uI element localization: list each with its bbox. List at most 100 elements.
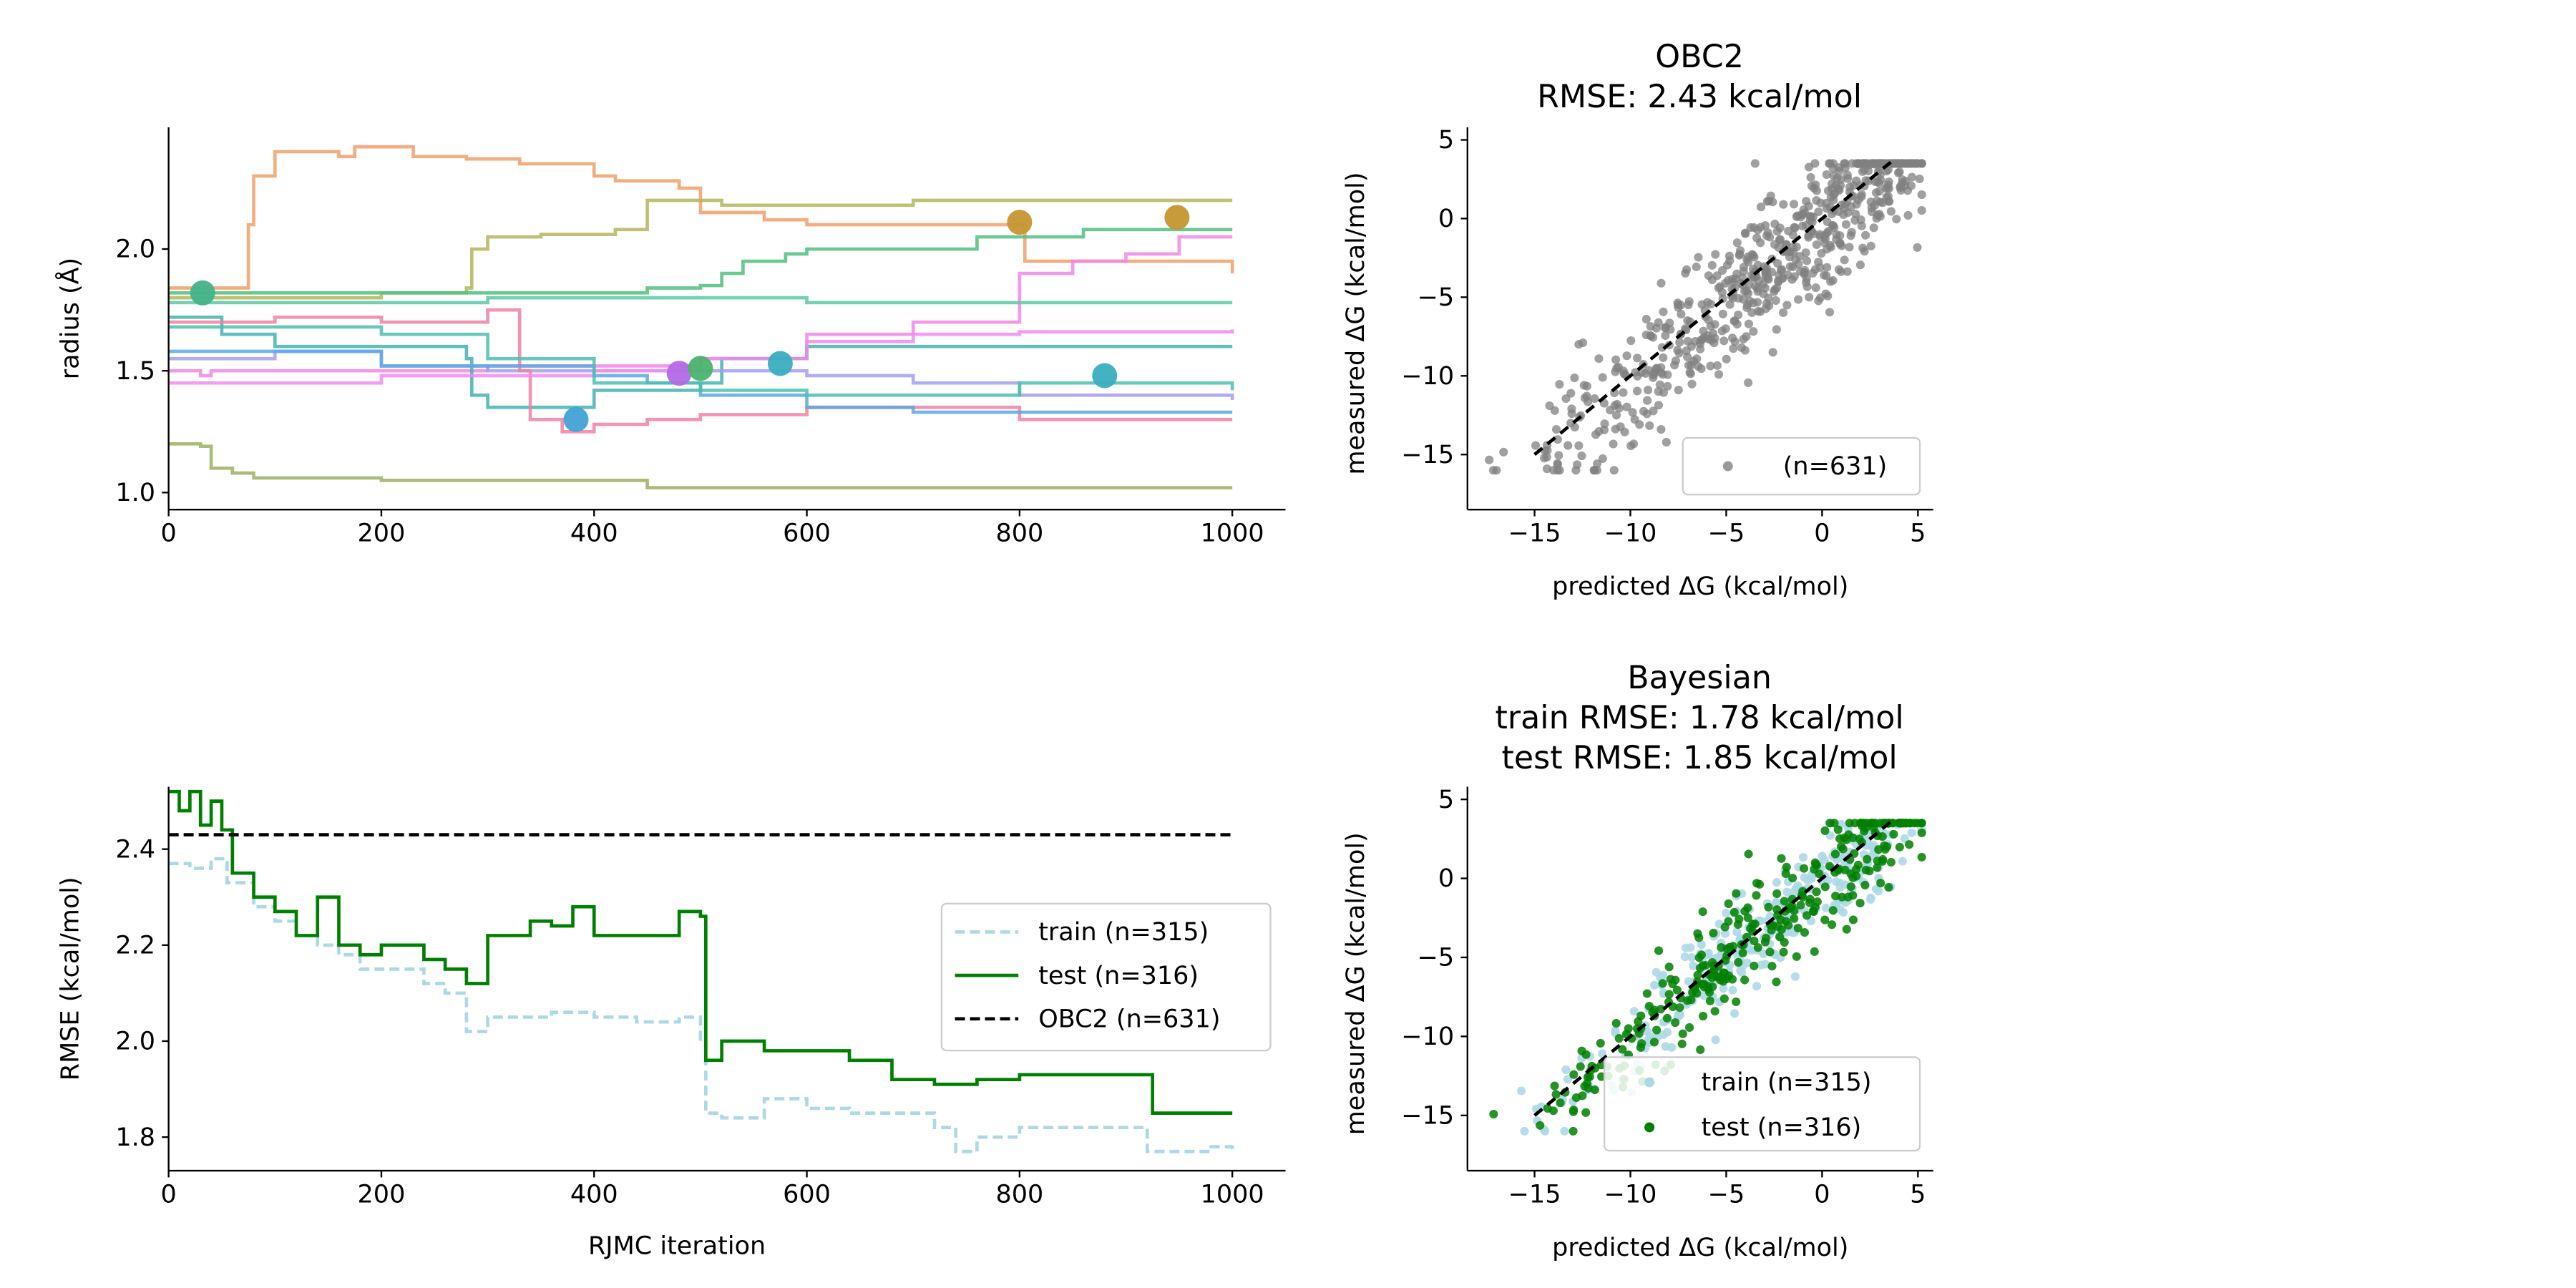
scatter-point: [1812, 240, 1821, 250]
x-tick-label: −15: [1508, 1180, 1561, 1209]
scatter-point: [1582, 381, 1591, 391]
scatter-point: [1551, 424, 1561, 434]
scatter-point: [1772, 227, 1782, 236]
scatter-point-test: [1732, 889, 1741, 898]
scatter-point: [1820, 270, 1829, 280]
scatter-point: [1732, 238, 1742, 248]
scatter-point-test: [1719, 994, 1729, 1003]
scatter-point: [1712, 361, 1722, 370]
scatter-point: [1811, 180, 1820, 190]
scatter-point: [1704, 334, 1713, 343]
y-tick-label: 5: [1438, 786, 1454, 814]
scatter-point-test: [1489, 1109, 1498, 1119]
scatter-point-test: [1724, 899, 1733, 908]
scatter-point-test: [1765, 947, 1775, 957]
bayesian-scatter-panel: −15 −10 −5 0 5 −15 −10 −5 0 5 measured ΔG (kcal/mo…: [1342, 660, 1933, 1262]
scatter-point-test: [1658, 979, 1667, 988]
scatter-point-test: [1917, 852, 1926, 862]
scatter-point: [1915, 174, 1924, 184]
scatter-point-train: [1687, 953, 1697, 962]
scatter-point: [1658, 370, 1667, 379]
scatter-point-train: [1561, 1065, 1571, 1075]
scatter-point: [1725, 300, 1735, 309]
radius-trace-4: [168, 296, 1233, 305]
scatter-point-test: [1896, 819, 1906, 828]
scatter-point: [1759, 280, 1768, 289]
scatter-point-test: [1838, 892, 1847, 902]
scatter-point: [1677, 309, 1686, 319]
scatter-point-test: [1704, 987, 1714, 997]
y-axis-label: RMSE (kcal/mol): [57, 877, 85, 1080]
panel-title: OBC2: [1655, 39, 1744, 75]
scatter-point: [1903, 210, 1913, 220]
scatter-point: [1654, 401, 1664, 410]
obc2-scatter-panel: −15 −10 −5 0 5 −15 −10 −5 0 5 measured ΔG (kcal/mo…: [1342, 39, 1933, 601]
scatter-point: [1671, 356, 1680, 366]
scatter-point-test: [1752, 891, 1761, 900]
panel-subtitle-2: test RMSE: 1.85 kcal/mol: [1502, 740, 1898, 776]
scatter-point: [1828, 275, 1838, 285]
scatter-point: [1611, 411, 1621, 420]
scatter-point-test: [1671, 1018, 1680, 1028]
scatter-point: [1589, 466, 1599, 475]
scatter-point-train: [1732, 927, 1742, 937]
scatter-point-test: [1717, 942, 1726, 952]
scatter-point-train: [1772, 897, 1781, 907]
x-tick-label: 0: [161, 1180, 177, 1209]
scatter-point-train: [1541, 1126, 1550, 1136]
y-axis-label: measured ΔG (kcal/mol): [1342, 172, 1370, 475]
scatter-point: [1619, 366, 1628, 376]
scatter-point-test: [1664, 990, 1674, 999]
transition-marker: [563, 406, 589, 432]
scatter-point: [1663, 381, 1672, 391]
scatter-point-test: [1576, 1062, 1585, 1071]
scatter-point-test: [1796, 900, 1805, 910]
scatter-point: [1782, 301, 1792, 310]
scatter-point: [1770, 219, 1780, 229]
scatter-point: [1861, 159, 1870, 168]
rmse-trace-panel: 0 200 400 600 800 1000 1.8 2.0 2.2 2.4 RMSE (kcal/…: [57, 786, 1286, 1261]
scatter-point: [1869, 223, 1878, 233]
scatter-point: [1795, 252, 1805, 261]
scatter-point: [1706, 361, 1715, 371]
scatter-point-test: [1810, 947, 1819, 956]
scatter-point: [1746, 223, 1755, 233]
scatter-point: [1866, 241, 1875, 250]
scatter-point: [1620, 427, 1629, 436]
scatter-point: [1542, 452, 1551, 462]
scatter-point: [1739, 295, 1748, 304]
scatter-point: [1643, 396, 1652, 405]
scatter-point: [1550, 406, 1559, 415]
scatter-point-test: [1830, 819, 1839, 828]
scatter-point-test: [1889, 829, 1898, 839]
legend-entry-label: test (n=316): [1701, 1113, 1861, 1142]
scatter-point-test: [1874, 845, 1883, 854]
scatter-point-test: [1590, 1085, 1599, 1095]
scatter-point: [1590, 394, 1599, 404]
scatter-point: [1814, 207, 1823, 217]
scatter-point-test: [1762, 933, 1771, 942]
radius-trace-7: [168, 308, 1233, 434]
scatter-point-test: [1724, 917, 1733, 926]
scatter-point: [1797, 221, 1807, 230]
scatter-point-test: [1675, 1003, 1684, 1013]
scatter-point: [1681, 268, 1690, 278]
scatter-point: [1553, 435, 1563, 444]
scatter-point: [1531, 441, 1541, 450]
scatter-point: [1721, 324, 1730, 333]
scatter-point: [1843, 267, 1852, 276]
scatter-point-train: [1730, 1009, 1740, 1018]
x-tick-label: 600: [783, 1180, 831, 1209]
scatter-point: [1753, 287, 1762, 296]
scatter-point: [1488, 466, 1498, 475]
scatter-point: [1810, 159, 1820, 168]
y-tick-label: 1.8: [115, 1123, 155, 1152]
panel-subtitle: train RMSE: 1.78 kcal/mol: [1496, 700, 1904, 736]
x-tick-label: 5: [1910, 1180, 1926, 1209]
scatter-point: [1794, 295, 1803, 304]
legend-entry-label: train (n=315): [1038, 918, 1209, 947]
scatter-point: [1633, 353, 1642, 363]
scatter-point: [1811, 283, 1820, 293]
scatter-point: [1659, 353, 1668, 362]
scatter-point: [1756, 238, 1765, 248]
